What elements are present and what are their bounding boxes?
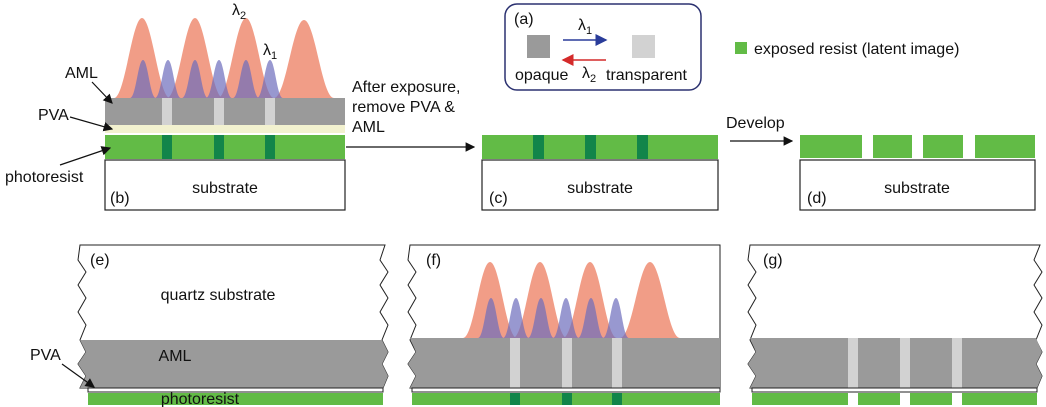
exposed-resist — [214, 135, 224, 159]
exposed-resist — [637, 135, 648, 159]
pva-layer — [412, 388, 720, 392]
aml-window — [162, 98, 172, 125]
layer-label: photoresist — [5, 169, 84, 186]
resist-segment — [962, 393, 1037, 405]
step-text: After exposure, — [352, 79, 461, 96]
panel-label: (e) — [90, 252, 110, 269]
panel-e: (e) quartz substrate AML photoresist PVA — [30, 245, 388, 407]
exposed-resist — [585, 135, 596, 159]
pva-layer — [105, 125, 345, 133]
lambda-subscript: 2 — [590, 73, 596, 85]
aml-layer — [748, 338, 1042, 388]
panel-b: λ2 λ1 AML PVA photoresist (b) substrate — [5, 2, 345, 210]
exposed-resist — [162, 135, 172, 159]
pva-layer — [752, 388, 1037, 392]
panel-label: (a) — [514, 11, 534, 28]
panel-f: (f) — [408, 245, 720, 405]
aml-window — [612, 338, 622, 388]
panel-label: (d) — [807, 190, 827, 207]
legend-text: transparent — [606, 67, 687, 84]
lambda-subscript: 1 — [271, 50, 277, 62]
pointer — [60, 148, 110, 165]
step-text: Develop — [726, 115, 785, 132]
layer-label: quartz substrate — [161, 287, 276, 304]
panel-label: (g) — [763, 252, 783, 269]
exposed-resist — [562, 393, 572, 405]
panel-c: (c) substrate — [482, 135, 718, 210]
resist-segment — [910, 393, 952, 405]
substrate-label: substrate — [884, 180, 950, 197]
lambda: λ — [582, 65, 590, 82]
resist-segment — [923, 135, 963, 158]
layer-label: AML — [159, 348, 192, 365]
aml-window — [848, 338, 858, 388]
resist-segment — [800, 135, 862, 158]
key-text: exposed resist (latent image) — [754, 41, 959, 58]
exposed-resist — [612, 393, 622, 405]
step-text: remove PVA & — [352, 99, 455, 116]
step-text: AML — [352, 119, 385, 136]
lambda-subscript: 1 — [586, 25, 592, 37]
lambda-label: λ2 — [232, 2, 246, 22]
key: exposed resist (latent image) — [735, 41, 959, 58]
aml-layer — [105, 98, 345, 125]
substrate-label: substrate — [192, 180, 258, 197]
resist-segment — [858, 393, 900, 405]
aml-window — [900, 338, 910, 388]
layer-label: photoresist — [161, 391, 240, 407]
aml-window — [952, 338, 962, 388]
panel-g: (g) — [748, 245, 1042, 405]
resist-segment — [752, 393, 848, 405]
resist-segment — [975, 135, 1035, 158]
diagram: λ2 λ1 AML PVA photoresist (b) substrate … — [0, 0, 1046, 407]
layer-label: AML — [65, 65, 98, 82]
layer-label: PVA — [38, 107, 69, 124]
photoresist-layer — [105, 135, 345, 159]
lambda-subscript: 2 — [240, 10, 246, 22]
resist-segment — [873, 135, 912, 158]
aml-window — [214, 98, 224, 125]
aml-layer — [78, 340, 388, 388]
exposed-resist — [510, 393, 520, 405]
lambda: λ — [232, 2, 240, 19]
pointer — [92, 82, 112, 103]
substrate-label: substrate — [567, 180, 633, 197]
legend-text: opaque — [515, 67, 568, 84]
key-swatch — [735, 42, 747, 54]
aml-window — [510, 338, 520, 388]
lambda: λ — [578, 17, 586, 34]
aml-window — [265, 98, 275, 125]
aml-window — [562, 338, 572, 388]
panel-label: (b) — [110, 190, 130, 207]
panel-label: (c) — [489, 190, 508, 207]
lambda-label: λ1 — [263, 42, 277, 62]
opaque-swatch — [527, 35, 550, 58]
lambda: λ — [263, 42, 271, 59]
exposed-resist — [533, 135, 544, 159]
exposed-resist — [265, 135, 275, 159]
step-exposure: After exposure, remove PVA & AML — [346, 79, 474, 147]
panel-d: (d) substrate — [800, 135, 1035, 210]
layer-label: PVA — [30, 347, 61, 364]
photoresist-layer — [482, 135, 718, 159]
transparent-swatch — [632, 35, 655, 58]
step-develop: Develop — [726, 115, 792, 141]
panel-label: (f) — [426, 252, 441, 269]
legend-box: (a) λ1 λ2 opaque transparent — [505, 4, 701, 90]
